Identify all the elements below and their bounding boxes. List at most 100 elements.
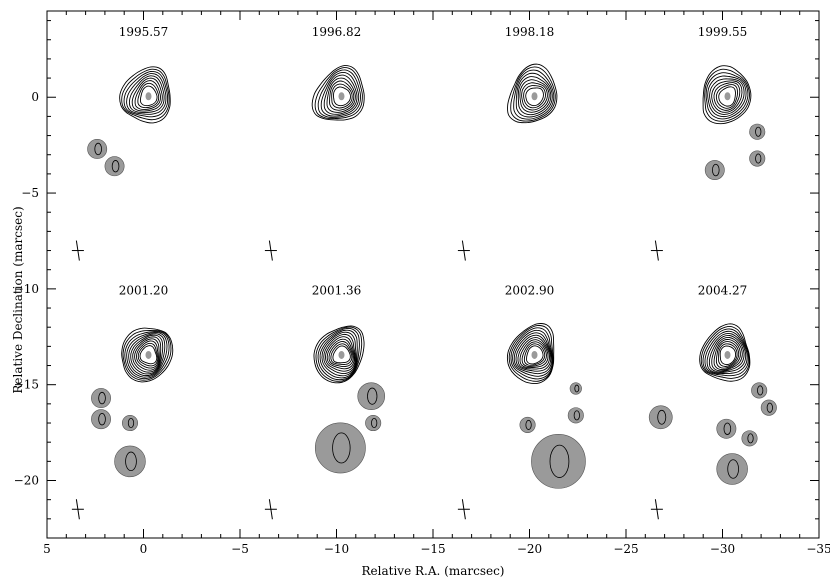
core-contour (515, 334, 552, 372)
core-contour (121, 68, 170, 121)
epoch-label: 2001.36 (312, 284, 362, 298)
core-contour (326, 338, 355, 370)
core-contour (711, 337, 743, 372)
model-component (519, 416, 536, 433)
core-contour (526, 345, 544, 365)
core-contour (123, 70, 169, 118)
epoch-label: 2004.27 (698, 284, 748, 298)
model-component (749, 123, 766, 140)
epoch-map (650, 65, 766, 261)
core-component (145, 350, 152, 359)
core-contour (718, 86, 736, 107)
model-component (314, 422, 366, 474)
model-component (87, 139, 108, 159)
epoch-map (264, 65, 365, 261)
core-contour (713, 339, 741, 371)
core-component (338, 92, 345, 101)
core-contour (126, 73, 167, 115)
model-component (357, 382, 386, 410)
model-component (741, 430, 758, 447)
axis-ticks: 5 0 −5 −10 −15 −20 −25 −30 −35 0 −5 −10 −15 −20 (14, 11, 830, 556)
core-contour (328, 341, 354, 368)
component-contour (573, 410, 580, 421)
core-contour (699, 323, 751, 382)
component-contour (757, 385, 764, 396)
epoch-map (71, 66, 171, 261)
core-contour (331, 83, 353, 109)
core-component (338, 350, 345, 359)
core-contour (523, 343, 546, 366)
core-component (531, 92, 538, 101)
core-contour (507, 63, 558, 124)
x-tick-label: −30 (710, 542, 735, 556)
core-contour (132, 336, 162, 373)
component-contour (94, 142, 102, 156)
model-component (104, 156, 125, 177)
core-contour (311, 65, 365, 121)
core-contour (512, 329, 553, 377)
core-contour (521, 341, 547, 367)
model-component (704, 160, 725, 181)
core-contour (134, 80, 161, 110)
core-component (145, 92, 152, 101)
core-contour (128, 333, 166, 377)
core-contour (713, 82, 741, 111)
core-contour (313, 325, 365, 384)
x-tick-label: 5 (43, 542, 51, 556)
core-contour (314, 67, 363, 120)
core-contour (715, 341, 740, 369)
component-contour (549, 444, 570, 478)
model-component (567, 407, 584, 424)
core-contour (321, 331, 357, 377)
core-contour (323, 333, 357, 375)
core-contour (323, 74, 358, 115)
x-tick-label: −15 (420, 542, 445, 556)
x-tick-label: −5 (231, 542, 249, 556)
core-contour (718, 343, 738, 367)
core-contour (333, 86, 351, 107)
core-contour (510, 327, 554, 380)
core-contour (317, 328, 360, 381)
component-contour (125, 451, 137, 472)
component-contour (111, 160, 120, 173)
x-axis-label: Relative R.A. (marcsec) (362, 564, 505, 578)
core-contour (711, 80, 743, 113)
component-contour (723, 422, 732, 435)
component-contour (755, 153, 762, 164)
y-tick-label: −20 (14, 474, 39, 488)
core-contour (510, 66, 556, 122)
core-contour (119, 66, 171, 124)
core-contour (513, 332, 553, 375)
core-contour (137, 342, 159, 367)
core-contour (702, 65, 752, 125)
epoch-label: 1998.18 (505, 25, 555, 39)
epoch-map (457, 63, 558, 261)
component-contour (98, 391, 106, 405)
x-tick-label: −20 (517, 542, 542, 556)
core-contour (709, 78, 745, 115)
component-contour (525, 419, 532, 430)
y-tick-label: 0 (31, 90, 39, 104)
core-contour (126, 331, 168, 378)
component-contour (657, 409, 667, 425)
core-contour (121, 327, 174, 383)
epoch-label: 2001.20 (119, 284, 169, 298)
core-contour (508, 325, 554, 382)
component-contour (332, 432, 351, 464)
model-component (121, 414, 139, 432)
core-contour (137, 82, 160, 109)
model-component (648, 405, 673, 430)
component-contour (766, 402, 773, 413)
core-contour (519, 339, 549, 369)
core-contour (513, 69, 555, 120)
core-contour (708, 335, 745, 373)
model-component (751, 382, 768, 399)
epoch-map (264, 325, 386, 520)
contour-marks (71, 63, 777, 520)
model-component (365, 414, 382, 432)
epoch-label: 1996.82 (312, 25, 362, 39)
epoch-map (71, 327, 174, 520)
component-contour (755, 126, 762, 137)
y-tick-label: −15 (14, 378, 39, 392)
